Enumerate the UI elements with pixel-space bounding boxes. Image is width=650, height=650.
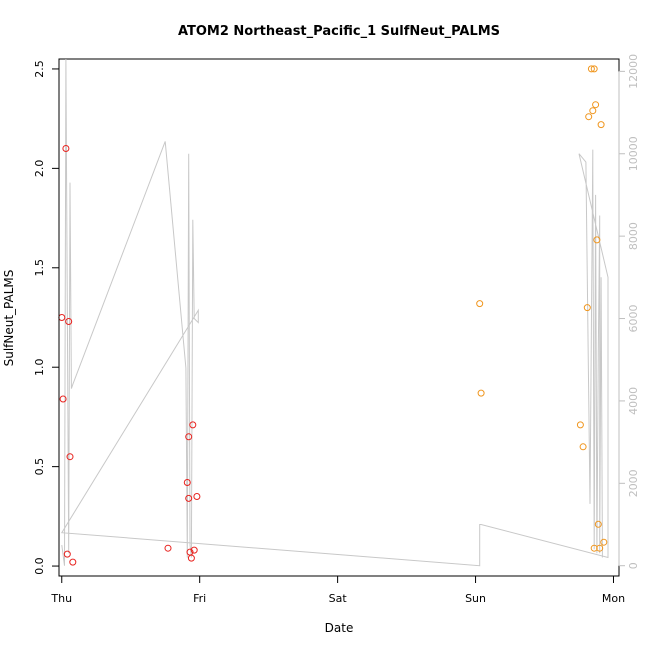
data-point-series2 [590,65,598,73]
y2-tick-label: 10000 [627,136,640,171]
x-axis: Thu Fri Sat Sun Mon [50,575,625,605]
data-point-series1 [190,546,198,554]
y-tick-label: 2.5 [33,60,46,78]
data-point-series2 [576,421,584,429]
data-point-series2 [477,389,485,397]
altitude-line [60,58,609,567]
data-point-series2 [594,520,602,528]
data-point-series1 [63,550,71,558]
data-point-series2 [600,538,608,546]
y2-tick-label: 8000 [627,222,640,250]
data-point-series2 [596,544,604,552]
data-point-series1 [185,494,193,502]
y-axis: 0.0 0.5 1.0 1.5 2.0 2.5 [33,60,60,575]
data-point-series1 [187,554,195,562]
plot-area [58,58,620,577]
data-point-series1 [66,453,74,461]
y-tick-label: 0.0 [33,557,46,575]
y2-tick-label: 12000 [627,54,640,89]
data-point-series2 [585,113,593,121]
data-points [58,65,608,566]
x-tick-label: Sun [465,592,486,605]
y-axis-label: SulfNeut_PALMS [2,270,16,367]
data-point-series2 [579,443,587,451]
data-point-series1 [189,421,197,429]
data-point-series2 [593,236,601,244]
data-point-series1 [59,395,67,403]
y-tick-label: 1.0 [33,358,46,376]
data-point-series2 [589,107,597,115]
x-tick-label: Mon [602,592,625,605]
y2-tick-label: 6000 [627,305,640,333]
data-point-series1 [65,318,73,325]
data-point-series2 [592,101,600,109]
y2-tick-label: 0 [627,562,640,569]
data-point-series1 [193,493,201,500]
data-point-series2 [587,65,595,73]
data-point-series1 [164,544,172,552]
data-point-series2 [583,304,591,312]
data-point-series2 [597,121,605,129]
altitude-series [60,58,609,567]
data-point-series1 [58,314,66,321]
chart-title: ATOM2 Northeast_Pacific_1 SulfNeut_PALMS [178,24,500,39]
data-point-series1 [62,145,70,152]
y-tick-label: 0.5 [33,458,46,476]
data-point-series1 [69,558,77,566]
x-tick-label: Fri [193,592,206,605]
y2-axis: 0 2000 4000 6000 8000 10000 12000 [618,54,640,569]
x-tick-label: Sat [329,592,348,605]
y-tick-label: 2.0 [33,160,46,178]
y-tick-label: 1.5 [33,259,46,277]
data-point-series2 [476,300,484,308]
data-point-series1 [185,433,193,441]
data-point-series1 [183,479,191,486]
x-tick-label: Thu [50,592,72,605]
x-axis-label: Date [325,621,354,635]
y2-tick-label: 4000 [627,387,640,415]
y2-tick-label: 2000 [627,469,640,497]
